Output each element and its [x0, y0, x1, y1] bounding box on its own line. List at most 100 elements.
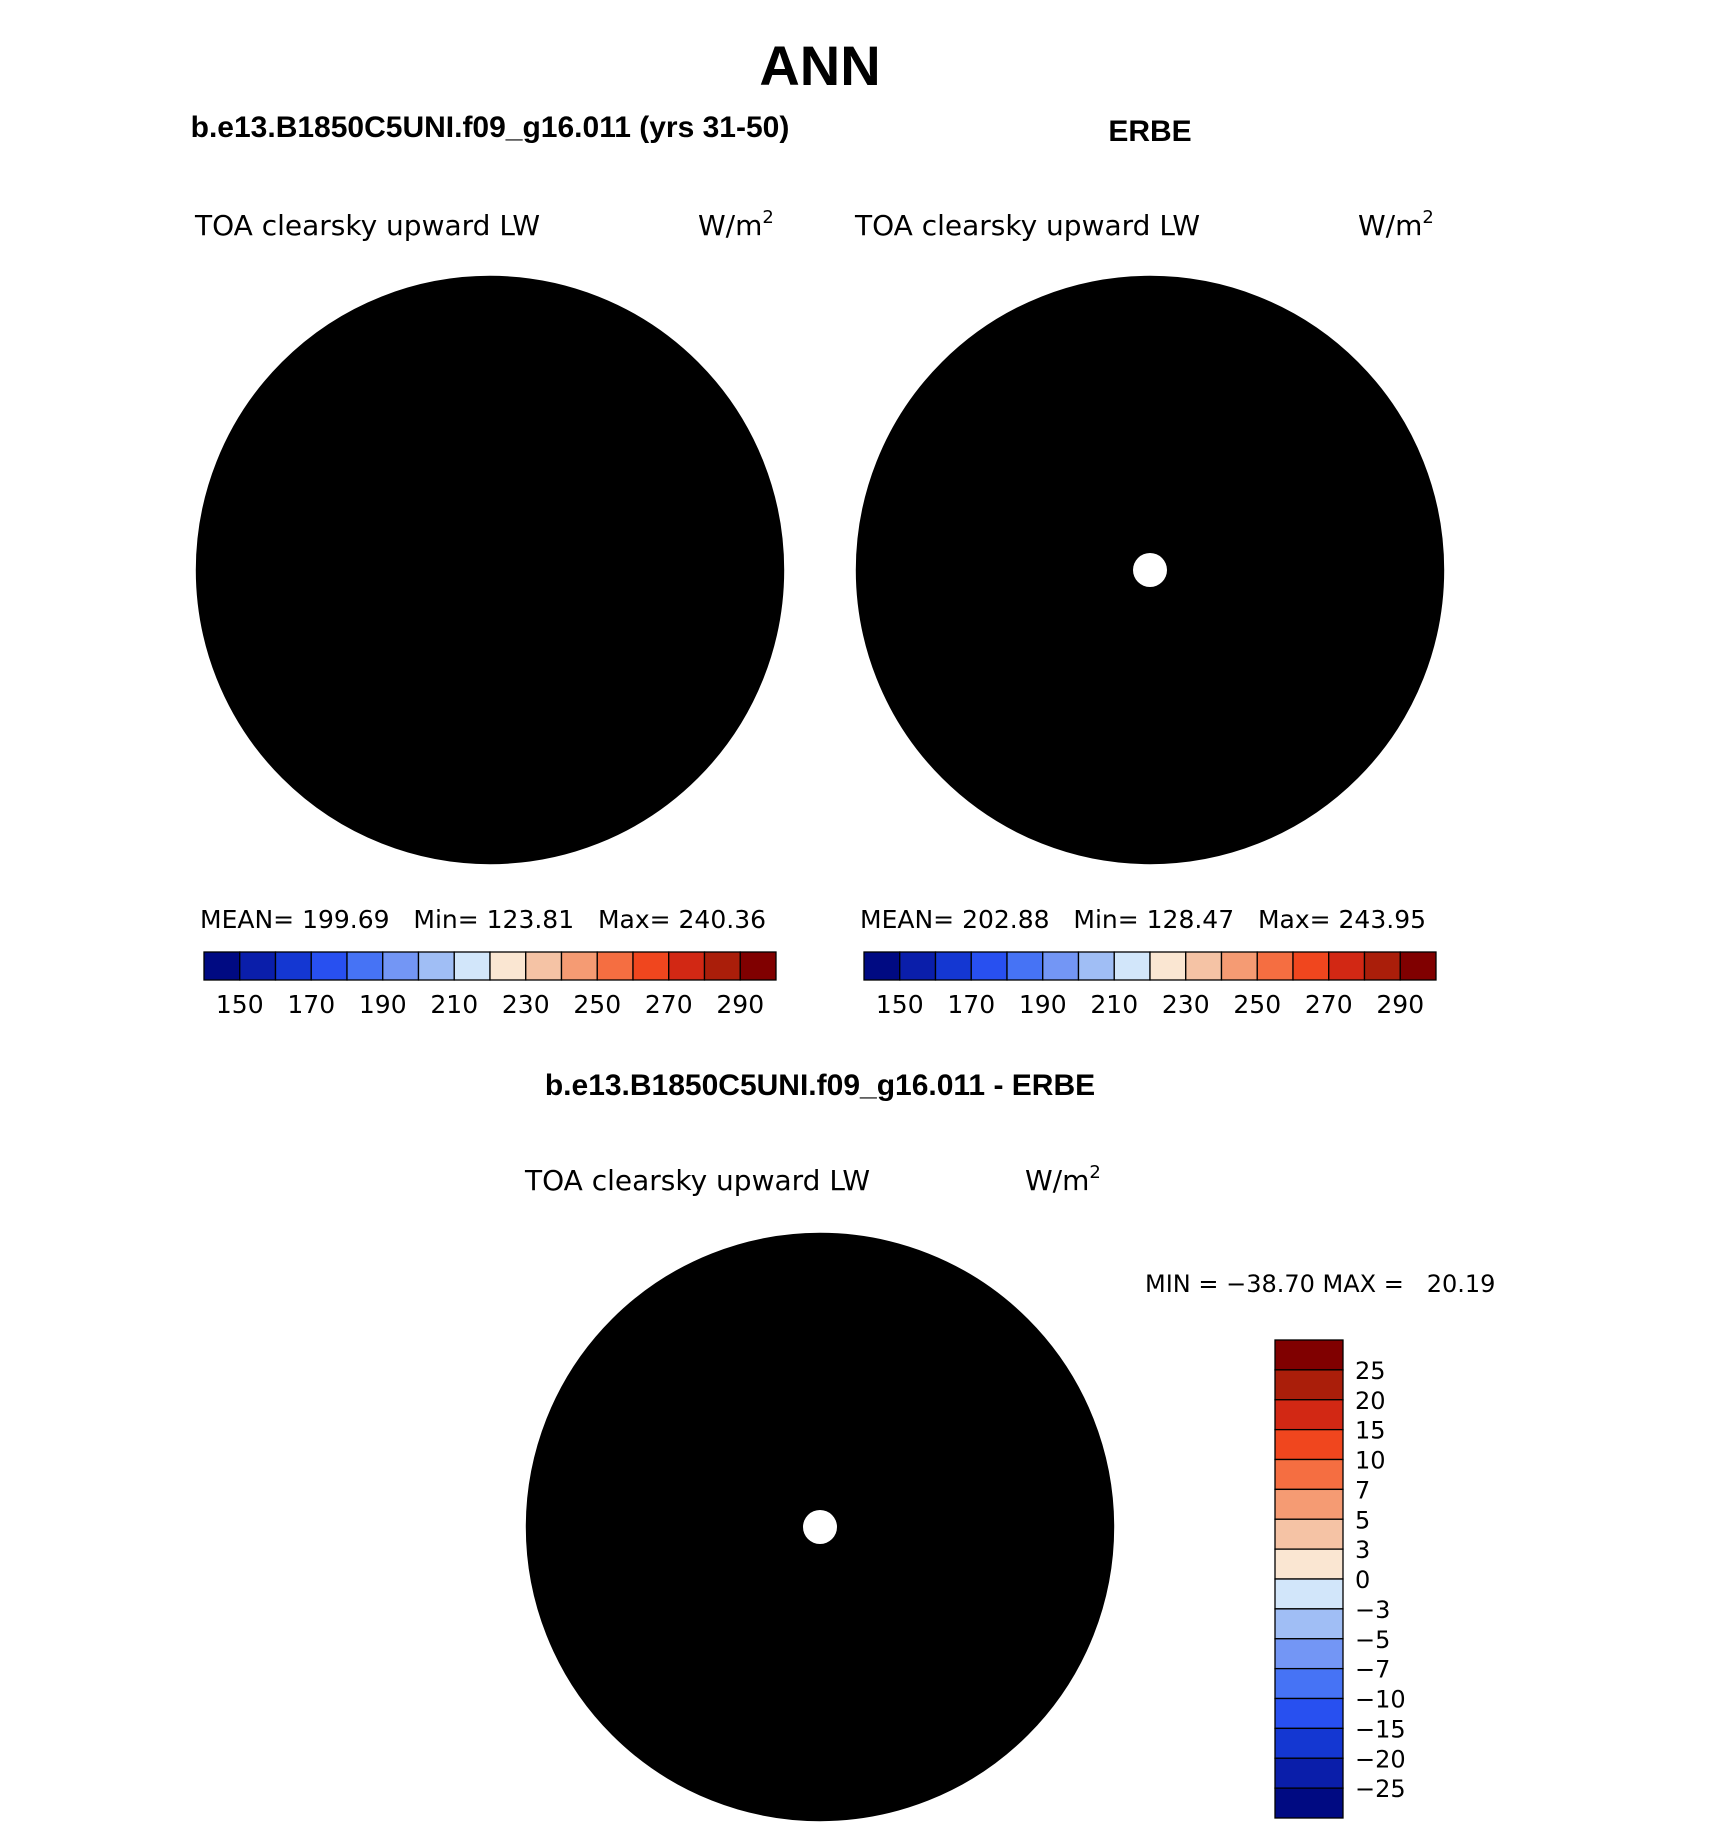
- obs-colorbar-box: [1292, 951, 1330, 981]
- obs-colorbar-box: [899, 951, 937, 981]
- diff-colorbar-box: [1274, 1369, 1344, 1401]
- diff-pole-gap: [803, 1510, 837, 1544]
- diff-panel-heading: b.e13.B1850C5UNI.f09_g16.011 - ERBE: [545, 1069, 1095, 1102]
- model-colorbar-box: [382, 951, 420, 981]
- diff-colorbar-box: [1274, 1488, 1344, 1520]
- model-colorbar-box: [525, 951, 563, 981]
- diff-colorbar-box: [1274, 1787, 1344, 1819]
- diff-stats: MIN = −38.70 MAX = 20.19: [1145, 1270, 1495, 1298]
- diff-polar-map: [525, 1232, 1115, 1822]
- diff-colorbar-box: [1274, 1667, 1344, 1700]
- obs-map-boundary: [855, 275, 1445, 865]
- obs-panel-heading: ERBE: [1108, 115, 1191, 148]
- model-colorbar-box: [739, 951, 777, 981]
- obs-colorbar-box: [1328, 951, 1366, 981]
- model-panel-heading: b.e13.B1850C5UNI.f09_g16.011 (yrs 31-50): [191, 111, 790, 144]
- model-colorbar-tick-label: 210: [430, 990, 478, 1019]
- model-colorbar-box: [310, 951, 348, 981]
- obs-colorbar-box: [934, 951, 972, 981]
- model-colorbar-box: [346, 951, 384, 981]
- obs-variable-label: TOA clearsky upward LW: [854, 209, 1200, 242]
- diff-variable-label: TOA clearsky upward LW: [524, 1164, 870, 1197]
- obs-colorbar-box: [1220, 951, 1258, 981]
- obs-colorbar-tick-label: 170: [947, 990, 995, 1019]
- page-title: ANN: [759, 34, 880, 97]
- model-colorbar-box: [560, 951, 598, 981]
- obs-pole-gap: [1133, 553, 1167, 587]
- diff-colorbar-tick-label: 3: [1355, 1536, 1370, 1564]
- diff-units-exponent: 2: [1089, 1162, 1100, 1183]
- model-coastline: [294, 436, 598, 666]
- diff-units-text: W/m: [1025, 1164, 1089, 1197]
- diff-colorbar-tick-label: 10: [1355, 1447, 1386, 1475]
- diff-colorbar-tick-label: −25: [1355, 1775, 1406, 1803]
- model-units-text: W/m: [698, 209, 762, 242]
- diff-colorbar-box: [1274, 1518, 1344, 1550]
- diff-colorbar-box: [1274, 1428, 1344, 1461]
- obs-colorbar-tick-label: 290: [1376, 990, 1424, 1019]
- obs-colorbar-tick-label: 270: [1305, 990, 1353, 1019]
- diff-colorbar-box: [1274, 1399, 1344, 1431]
- model-colorbar-tick-label: 170: [287, 990, 335, 1019]
- obs-colorbar: 150 170 190 210 230 250 270 290: [863, 951, 1437, 1019]
- model-stats: MEAN= 199.69 Min= 123.81 Max= 240.36: [200, 905, 766, 934]
- obs-colorbar-tick-label: 150: [876, 990, 924, 1019]
- diff-colorbar-tick-label: −20: [1355, 1745, 1406, 1773]
- diff-colorbar-tick-label: −7: [1355, 1656, 1390, 1684]
- obs-colorbar-box: [1256, 951, 1294, 981]
- diff-colorbar-box: [1274, 1548, 1344, 1580]
- diff-coastline: [624, 1393, 928, 1623]
- diff-colorbar-box: [1274, 1578, 1344, 1610]
- obs-units-text: W/m: [1358, 209, 1422, 242]
- model-colorbar-box: [417, 951, 455, 981]
- diff-map-boundary: [525, 1232, 1115, 1822]
- diff-colorbar-box: [1274, 1757, 1344, 1789]
- diff-colorbar-box: [1274, 1727, 1344, 1759]
- obs-colorbar-tick-label: 210: [1090, 990, 1138, 1019]
- obs-colorbar-box: [970, 951, 1008, 981]
- obs-colorbar-box: [863, 951, 901, 981]
- model-colorbar-box: [668, 951, 706, 981]
- obs-units-exponent: 2: [1422, 207, 1433, 228]
- model-colorbar-box: [239, 951, 277, 981]
- model-colorbar-tick-label: 230: [502, 990, 550, 1019]
- model-units-exponent: 2: [762, 207, 773, 228]
- model-colorbar-box: [274, 951, 312, 981]
- obs-colorbar-box: [1363, 951, 1401, 981]
- obs-colorbar-box: [1149, 951, 1187, 981]
- obs-coastline: [954, 436, 1258, 666]
- obs-colorbar-tick-label: 250: [1233, 990, 1281, 1019]
- obs-colorbar-box: [1077, 951, 1115, 981]
- diff-colorbar-tick-label: 0: [1355, 1566, 1370, 1594]
- model-colorbar: 150 170 190 210 230 250 270 290: [203, 951, 777, 1019]
- model-colorbar-tick-label: 190: [359, 990, 407, 1019]
- diff-colorbar-box: [1274, 1339, 1344, 1371]
- diff-colorbar-box: [1274, 1697, 1344, 1730]
- model-colorbar-box: [703, 951, 741, 981]
- obs-polar-map: [855, 275, 1445, 865]
- diff-colorbar-tick-label: −15: [1355, 1715, 1406, 1743]
- diff-colorbar-tick-label: 7: [1355, 1476, 1370, 1504]
- model-colorbar-box: [632, 951, 670, 981]
- obs-colorbar-box: [1185, 951, 1223, 981]
- model-colorbar-box: [453, 951, 491, 981]
- diff-colorbar-box: [1274, 1638, 1344, 1670]
- model-variable-label: TOA clearsky upward LW: [194, 209, 540, 242]
- obs-colorbar-box: [1113, 951, 1151, 981]
- diff-colorbar-tick-label: 20: [1355, 1387, 1386, 1415]
- model-colorbar-box: [203, 951, 241, 981]
- obs-colorbar-box: [1399, 951, 1437, 981]
- diff-colorbar-box: [1274, 1608, 1344, 1640]
- obs-colorbar-box: [1042, 951, 1080, 981]
- obs-colorbar-tick-label: 230: [1162, 990, 1210, 1019]
- model-map-boundary: [195, 275, 785, 865]
- model-colorbar-tick-label: 290: [716, 990, 764, 1019]
- obs-units-label: W/m2: [1358, 207, 1434, 242]
- diff-colorbar-tick-label: −10: [1355, 1686, 1406, 1714]
- model-polar-map: [195, 275, 785, 865]
- diff-colorbar-tick-label: 25: [1355, 1357, 1386, 1385]
- obs-colorbar-tick-label: 190: [1019, 990, 1067, 1019]
- diff-colorbar-box: [1274, 1458, 1344, 1491]
- model-colorbar-tick-label: 150: [216, 990, 264, 1019]
